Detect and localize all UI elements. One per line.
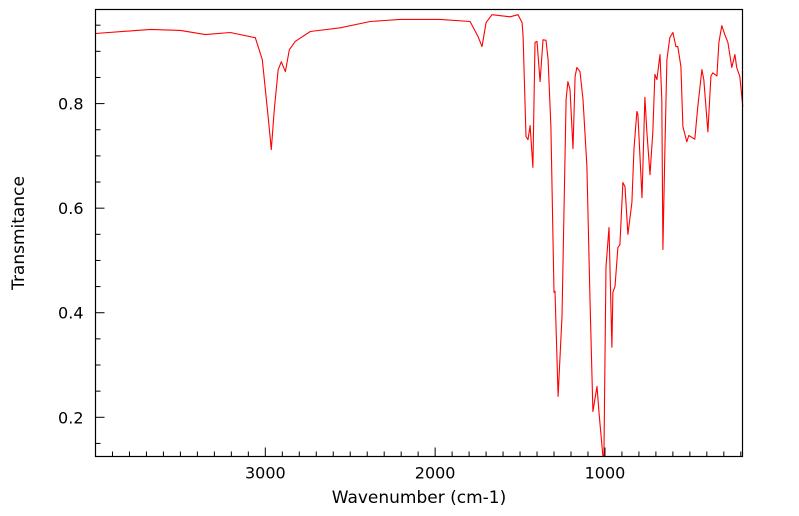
y-tick-label: 0.2 xyxy=(58,408,83,427)
plot-frame xyxy=(94,8,744,458)
axis-ticks: 3000 2000 1000 0.2 0.4 0.6 0.8 xyxy=(58,24,742,483)
x-tick-label: 1000 xyxy=(585,464,626,483)
x-tick-label: 3000 xyxy=(245,464,286,483)
x-axis-label: Wavenumber (cm-1) xyxy=(332,488,507,508)
spectrum-line xyxy=(95,14,744,458)
y-tick-label: 0.6 xyxy=(58,199,83,218)
y-tick-label: 0.4 xyxy=(58,304,83,323)
y-tick-label: 0.8 xyxy=(58,95,83,114)
x-tick-label: 2000 xyxy=(415,464,456,483)
y-axis-label: Transmitance xyxy=(9,176,29,291)
